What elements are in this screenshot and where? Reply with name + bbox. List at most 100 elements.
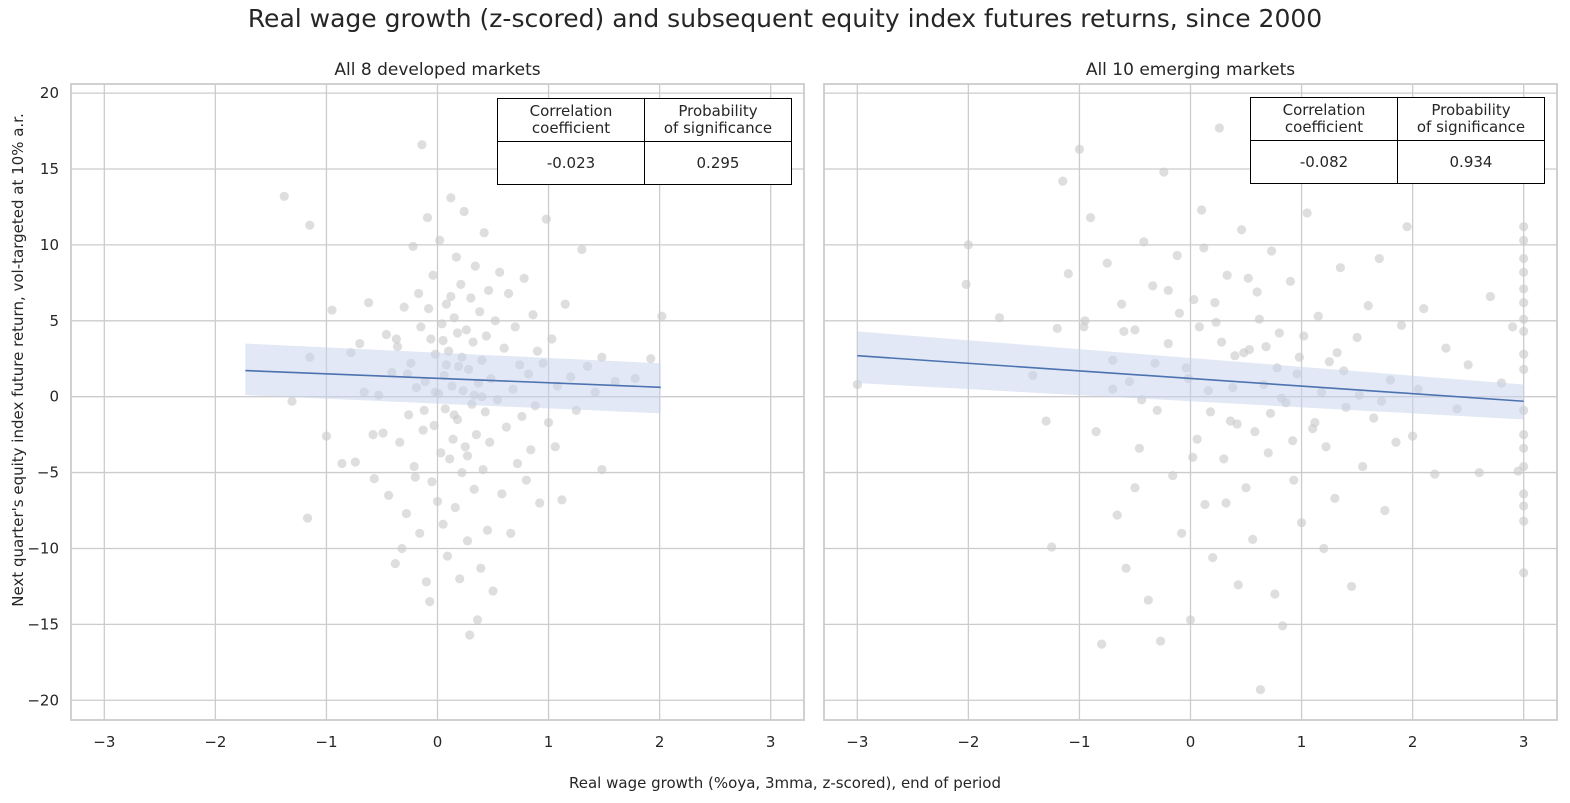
scatter-point <box>440 404 450 414</box>
scatter-point <box>497 489 507 499</box>
scatter-point <box>1058 176 1068 186</box>
scatter-point <box>478 464 488 475</box>
scatter-point <box>462 451 473 461</box>
scatter-point <box>1319 543 1329 554</box>
scatter-point <box>1261 341 1271 352</box>
scatter-point <box>480 407 490 417</box>
scatter-point <box>503 288 514 299</box>
scatter-point <box>1194 322 1204 332</box>
confidence-band <box>857 331 1524 420</box>
scatter-point <box>1288 436 1298 446</box>
scatter-point <box>302 513 313 523</box>
x-tick-label: 3 <box>1519 733 1529 751</box>
scatter-point <box>1330 493 1340 503</box>
x-tick-label: −2 <box>204 733 226 751</box>
stats-table-developed: Correlation coefficient Probability of s… <box>497 98 792 185</box>
scatter-point <box>450 502 460 513</box>
scatter-point <box>550 442 560 452</box>
scatter-point <box>1519 253 1529 264</box>
scatter-point <box>401 508 412 519</box>
scatter-point <box>1255 685 1266 695</box>
scatter-point <box>425 597 435 607</box>
scatter-point <box>321 431 332 441</box>
scatter-point <box>1519 501 1529 511</box>
scatter-point <box>482 525 493 535</box>
stats-value-probability: 0.934 <box>1397 140 1545 184</box>
x-tick-label: 2 <box>1408 733 1418 751</box>
scatter-point <box>287 396 297 406</box>
x-tick-label: 1 <box>544 733 554 751</box>
x-axis-label: Real wage growth (%oya, 3mma, z-scored),… <box>569 774 1001 792</box>
scatter-point <box>459 206 469 217</box>
x-tick-label: 3 <box>766 733 776 751</box>
axes-frame <box>823 83 1558 721</box>
x-tick-label: −3 <box>846 733 868 751</box>
scatter-point <box>1299 331 1309 341</box>
stats-header-text: Probability <box>678 102 758 120</box>
scatter-point <box>456 279 466 289</box>
scatter-point <box>1243 273 1253 283</box>
scatter-point <box>1321 442 1331 452</box>
scatter-point <box>428 270 438 280</box>
y-tick-label: 5 <box>49 312 59 330</box>
scatter-point <box>424 304 434 314</box>
x-tick-label: 0 <box>1186 733 1196 751</box>
scatter-point <box>1369 413 1379 423</box>
scatter-point <box>369 474 379 484</box>
x-tick-label: −1 <box>315 733 337 751</box>
stats-header-text: coefficient <box>1284 118 1364 136</box>
scatter-point <box>479 228 489 238</box>
scatter-point <box>1143 595 1153 605</box>
scatter-point <box>1374 253 1384 264</box>
x-tick-label: −3 <box>93 733 115 751</box>
scatter-point <box>446 193 456 203</box>
scatter-point <box>397 543 407 554</box>
stats-header-text: Correlation <box>529 102 613 120</box>
panel-title-developed: All 8 developed markets <box>334 60 541 80</box>
scatter-point <box>1408 431 1418 441</box>
scatter-point <box>395 437 405 447</box>
scatter-point <box>1519 314 1529 324</box>
scatter-point <box>471 430 481 440</box>
scatter-point <box>1172 250 1182 261</box>
scatter-point <box>472 615 483 625</box>
scatter-point <box>499 343 509 353</box>
scatter-point <box>519 273 529 283</box>
scatter-point <box>1174 308 1184 318</box>
scatter-point <box>1119 326 1129 337</box>
scatter-point <box>1296 518 1307 528</box>
scatter-point <box>1519 222 1529 232</box>
scatter-point <box>1519 364 1529 374</box>
scatter-point <box>1274 328 1284 338</box>
scatter-point <box>414 288 424 299</box>
scatter-point <box>1148 281 1158 291</box>
scatter-point <box>1239 348 1249 358</box>
scatter-point <box>1313 311 1323 321</box>
scatter-point <box>438 519 448 529</box>
scatter-point <box>1441 343 1451 353</box>
scatter-point <box>557 495 567 505</box>
y-tick-label: 20 <box>40 84 59 102</box>
scatter-point <box>1200 499 1210 510</box>
scatter-point <box>1130 483 1140 493</box>
scatter-point <box>1074 144 1085 154</box>
scatter-point <box>445 454 455 464</box>
scatter-point <box>1310 417 1320 428</box>
scatter-point <box>1519 568 1529 578</box>
scatter-point <box>1519 326 1529 337</box>
scatter-point <box>490 316 500 326</box>
scatter-point <box>437 319 447 329</box>
scatter-point <box>417 140 427 150</box>
scatter-point <box>1155 636 1166 646</box>
scatter-point <box>381 329 392 340</box>
scatter-point <box>1177 528 1187 538</box>
scatter-point <box>532 346 543 356</box>
scatter-point <box>1474 467 1484 478</box>
scatter-point <box>446 291 456 302</box>
scatter-point <box>543 417 554 428</box>
scatter-point <box>469 484 479 494</box>
scatter-point <box>510 322 520 332</box>
y-tick-label: 0 <box>49 388 59 406</box>
scatter-point <box>1210 297 1220 308</box>
scatter-point <box>1266 246 1277 256</box>
